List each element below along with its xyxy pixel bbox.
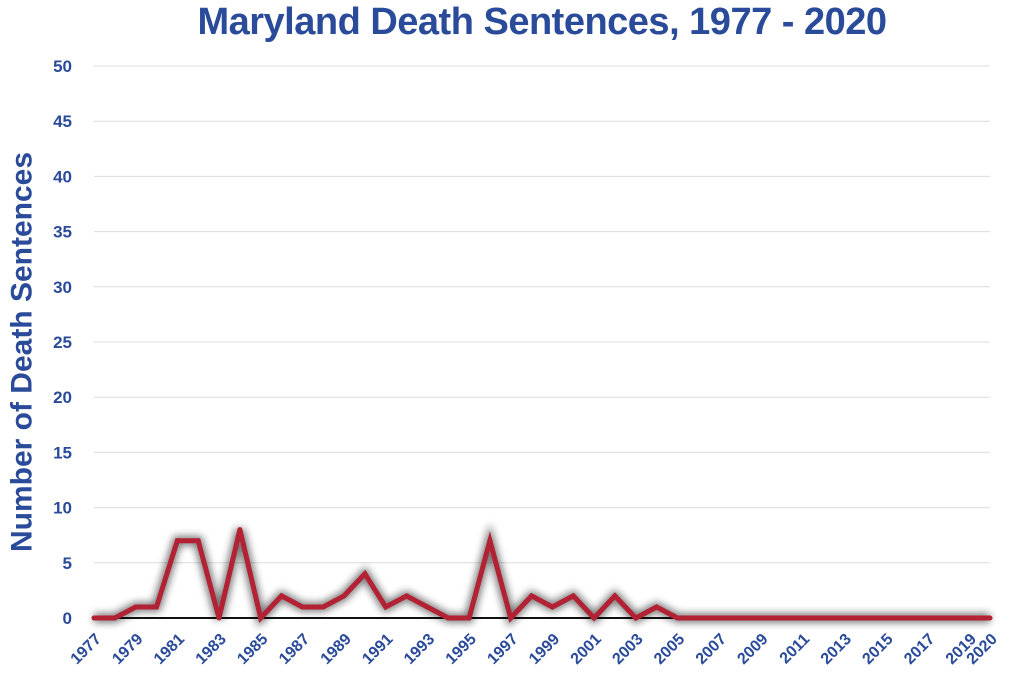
data-point-1995 [466, 615, 472, 621]
data-point-1982 [195, 538, 201, 544]
data-point-1979 [133, 604, 139, 610]
y-axis-label: Number of Death Sentences [6, 152, 39, 552]
x-tick-label: 2017 [901, 631, 938, 668]
data-point-2005 [674, 615, 680, 621]
y-axis-label-group: Number of Death Sentences [6, 152, 39, 552]
data-point-1997 [508, 615, 514, 621]
data-point-2007 [716, 615, 722, 621]
x-tick-label: 1991 [359, 631, 396, 668]
data-point-2015 [883, 615, 889, 621]
data-point-2018 [945, 615, 951, 621]
data-point-1987 [299, 604, 305, 610]
y-tick-label: 0 [63, 609, 72, 628]
y-tick-label: 35 [53, 223, 72, 242]
data-point-1980 [154, 604, 160, 610]
data-point-2003 [633, 615, 639, 621]
chart-title: Maryland Death Sentences, 1977 - 2020 [197, 1, 887, 43]
data-point-2009 [758, 615, 764, 621]
y-tick-label: 10 [53, 499, 72, 518]
x-axis-ticks: 1977 1979 1981 1983 1985 1987 1989 1991 1993 1995… [68, 631, 1001, 668]
data-point-1998 [529, 593, 535, 599]
data-point-2006 [695, 615, 701, 621]
y-tick-label: 15 [53, 443, 72, 462]
data-point-1988 [320, 604, 326, 610]
data-point-1991 [383, 604, 389, 610]
data-point-2020 [987, 615, 993, 621]
gridlines [94, 65, 990, 564]
y-tick-label: 45 [53, 112, 72, 131]
x-tick-label: 2007 [693, 631, 730, 668]
data-point-2019 [966, 615, 972, 621]
y-axis-ticks: 0 5 10 15 20 25 30 35 40 45 50 [53, 57, 72, 628]
x-tick-label: 2009 [734, 631, 771, 668]
x-tick-label: 2005 [651, 631, 688, 668]
data-point-2000 [570, 593, 576, 599]
x-tick-label: 2015 [859, 631, 896, 668]
y-tick-label: 50 [53, 57, 72, 76]
x-tick-label: 1995 [443, 631, 480, 668]
data-point-1981 [174, 538, 180, 544]
x-tick-label: 2003 [609, 631, 646, 668]
data-point-2017 [924, 615, 930, 621]
data-point-2013 [841, 615, 847, 621]
x-tick-label: 1979 [109, 631, 146, 668]
x-tick-label: 2011 [777, 631, 814, 668]
data-point-1978 [112, 615, 118, 621]
data-point-1986 [279, 593, 285, 599]
data-point-2004 [654, 604, 660, 610]
data-point-1994 [445, 615, 451, 621]
data-point-1984 [237, 527, 243, 533]
x-tick-label: 1987 [276, 631, 313, 668]
data-point-2016 [904, 615, 910, 621]
series-layer [91, 523, 993, 628]
data-point-2012 [820, 615, 826, 621]
series-line-0 [94, 529, 990, 624]
x-tick-label: 2013 [818, 631, 855, 668]
data-point-1999 [549, 604, 555, 610]
data-point-2011 [799, 615, 805, 621]
x-tick-label: 1999 [526, 631, 563, 668]
y-tick-label: 25 [53, 333, 72, 352]
x-tick-label: 1983 [193, 631, 230, 668]
data-point-2010 [779, 615, 785, 621]
data-point-1993 [424, 604, 430, 610]
data-point-2001 [591, 615, 597, 621]
x-tick-label: 1981 [151, 631, 188, 668]
x-tick-label: 1993 [401, 631, 438, 668]
y-tick-label: 5 [63, 554, 72, 573]
data-point-1977 [91, 615, 97, 621]
x-tick-label: 1989 [318, 631, 355, 668]
data-point-1996 [487, 538, 493, 544]
data-point-1983 [216, 615, 222, 621]
data-point-2008 [737, 615, 743, 621]
x-tick-label: 1985 [234, 631, 271, 668]
data-point-1985 [258, 615, 264, 621]
x-tick-label: 1997 [484, 631, 521, 668]
data-point-1990 [362, 571, 368, 577]
x-tick-label: 1977 [68, 631, 105, 668]
data-point-2014 [862, 615, 868, 621]
y-tick-label: 40 [53, 167, 72, 186]
data-point-1992 [404, 593, 410, 599]
x-tick-label: 2001 [568, 631, 605, 668]
y-tick-label: 20 [53, 388, 72, 407]
data-point-2002 [612, 593, 618, 599]
y-tick-label: 30 [53, 278, 72, 297]
data-point-1989 [341, 593, 347, 599]
